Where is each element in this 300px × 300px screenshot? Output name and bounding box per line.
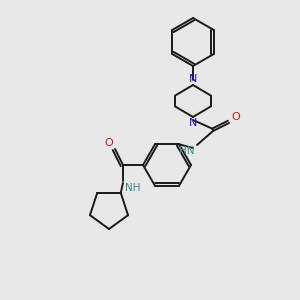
Text: N: N: [189, 74, 197, 84]
Text: HN: HN: [179, 146, 195, 156]
Text: O: O: [104, 138, 113, 148]
Text: NH: NH: [125, 183, 140, 193]
Text: O: O: [231, 112, 240, 122]
Text: N: N: [189, 118, 197, 128]
